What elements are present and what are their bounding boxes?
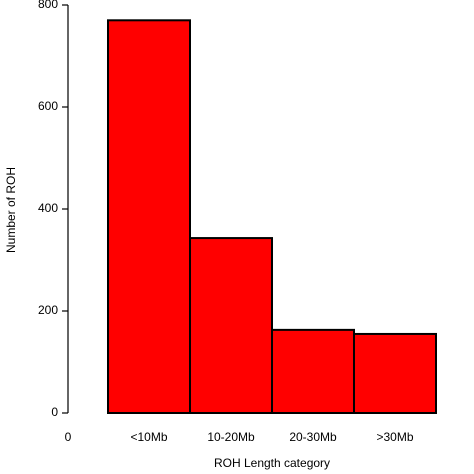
x-tick-label: 20-30Mb [289, 430, 337, 444]
x-tick-label: <10Mb [130, 430, 167, 444]
bar [271, 328, 355, 414]
x-axis-label: ROH Length category [214, 456, 330, 470]
bar [189, 237, 273, 414]
y-tick-label: 400 [38, 201, 58, 215]
y-tick-label: 200 [38, 303, 58, 317]
y-tick-label: 800 [38, 0, 58, 11]
x-origin-label: 0 [65, 430, 72, 444]
y-axis-label: Number of ROH [4, 167, 18, 253]
bar [107, 19, 191, 415]
y-tick-label: 600 [38, 99, 58, 113]
bar [353, 332, 437, 415]
x-tick-label: >30Mb [376, 430, 413, 444]
x-tick-label: 10-20Mb [207, 430, 255, 444]
y-tick-label: 0 [51, 405, 58, 419]
